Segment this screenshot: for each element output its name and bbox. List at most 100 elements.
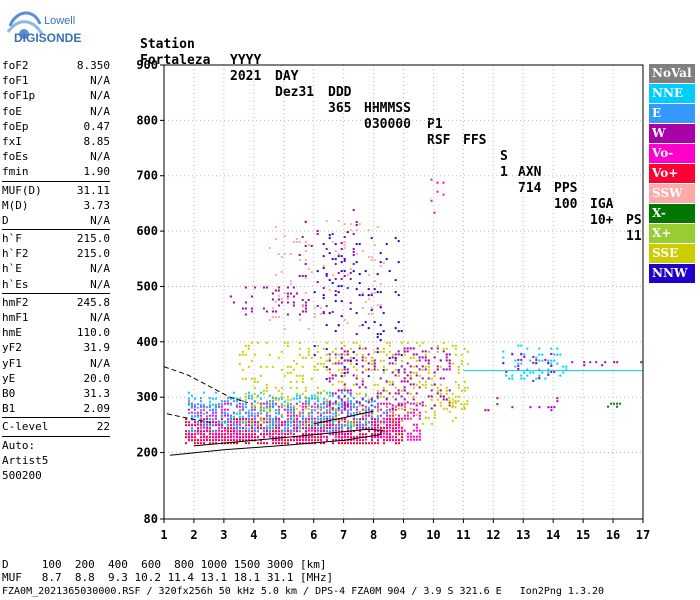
echo-point	[331, 417, 334, 420]
echo-point	[352, 270, 355, 273]
echo-point	[274, 301, 277, 303]
echo-point	[355, 261, 358, 264]
echo-point	[271, 438, 274, 441]
echo-point	[376, 336, 379, 339]
echo-point	[448, 404, 451, 407]
echo-point	[553, 359, 556, 362]
echo-point	[391, 362, 394, 365]
echo-point	[550, 370, 553, 373]
echo-point	[325, 415, 328, 418]
echo-point	[232, 435, 235, 438]
auto-scaling-info: Artist5	[2, 453, 49, 467]
echo-point	[382, 330, 385, 333]
echo-point	[352, 341, 355, 344]
echo-point	[364, 418, 367, 421]
trace-line-solid-mid	[313, 410, 374, 425]
echo-point	[247, 409, 250, 412]
echo-point	[337, 380, 340, 383]
echo-point	[319, 414, 322, 417]
echo-point	[194, 424, 196, 427]
echo-point	[274, 226, 277, 228]
echo-point	[358, 392, 361, 395]
echo-point	[361, 415, 364, 418]
echo-point	[349, 424, 352, 427]
echo-point	[274, 289, 277, 292]
echo-point	[316, 395, 319, 398]
echo-point	[427, 368, 430, 371]
echo-point	[562, 365, 565, 368]
echo-point	[373, 321, 376, 324]
echo-point	[394, 357, 397, 360]
echo-point	[337, 409, 340, 412]
param-row: h`F 215.0	[2, 231, 110, 246]
echo-point	[385, 398, 388, 401]
echo-point	[505, 370, 508, 373]
echo-point	[448, 368, 451, 371]
x-tick-label: 7	[340, 528, 347, 542]
echo-point	[616, 402, 619, 405]
echo-point	[211, 418, 214, 421]
echo-point	[334, 263, 337, 265]
echo-point	[199, 418, 202, 421]
echo-point	[356, 427, 358, 430]
echo-point	[505, 374, 508, 377]
echo-point	[502, 356, 505, 359]
echo-point	[382, 262, 385, 264]
echo-point	[397, 426, 400, 429]
echo-point	[262, 307, 265, 310]
echo-point	[361, 417, 364, 420]
echo-point	[565, 365, 568, 368]
echo-point	[406, 410, 409, 413]
echo-point	[205, 406, 208, 409]
echo-point	[268, 418, 271, 421]
echo-point	[304, 277, 307, 279]
param-value: N/A	[90, 74, 110, 88]
echo-point	[382, 365, 385, 368]
echo-point	[371, 427, 373, 430]
echo-point	[208, 424, 211, 427]
echo-point	[352, 397, 355, 400]
echo-point	[373, 432, 376, 435]
echo-point	[250, 394, 253, 397]
echo-point	[337, 420, 340, 423]
echo-point	[343, 270, 346, 273]
echo-point	[268, 435, 271, 438]
echo-point	[352, 233, 355, 235]
echo-point	[266, 421, 268, 424]
echo-point	[265, 410, 268, 413]
echo-point	[280, 256, 283, 258]
echo-point	[346, 429, 349, 432]
echo-point	[364, 424, 367, 427]
param-value: 8.85	[83, 134, 111, 148]
echo-point	[604, 361, 607, 364]
x-tick-label: 12	[486, 528, 500, 542]
echo-point	[349, 432, 352, 435]
echo-point	[304, 418, 307, 421]
echo-point	[226, 397, 229, 400]
echo-point	[412, 347, 415, 350]
echo-point	[356, 439, 358, 442]
echo-point	[361, 398, 364, 401]
echo-point	[397, 423, 400, 426]
echo-point	[254, 436, 256, 439]
echo-point	[247, 415, 250, 418]
echo-point	[275, 442, 277, 445]
echo-point	[286, 313, 289, 316]
echo-point	[229, 418, 232, 421]
echo-point	[415, 353, 418, 356]
echo-point	[232, 424, 235, 427]
echo-point	[421, 365, 424, 368]
echo-point	[304, 422, 307, 425]
echo-point	[295, 380, 298, 383]
echo-point	[277, 298, 280, 301]
x-tick-label: 2	[190, 528, 197, 542]
echo-point	[271, 424, 274, 427]
echo-point	[238, 427, 241, 430]
echo-point	[412, 408, 415, 411]
echo-point	[412, 435, 415, 438]
echo-point	[325, 341, 328, 344]
echo-point	[313, 345, 316, 348]
param-name: foF1	[2, 74, 29, 88]
header-values-row: Fortaleza 2021 Dez31 365 030000 RSF 1 71…	[140, 37, 642, 245]
echo-point	[253, 420, 256, 423]
